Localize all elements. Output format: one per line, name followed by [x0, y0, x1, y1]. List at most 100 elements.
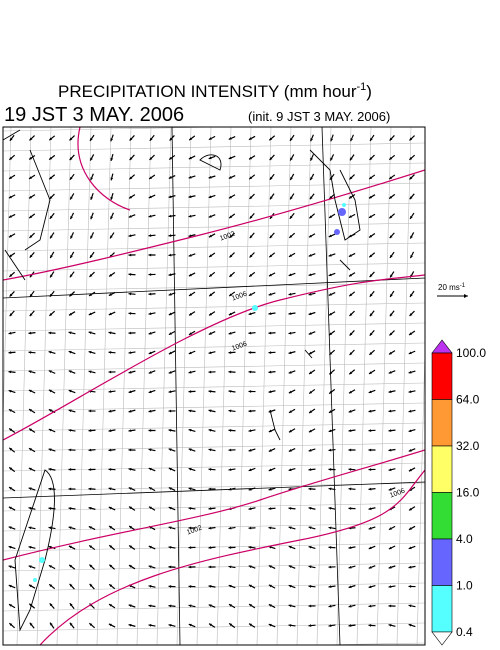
- wind-arrowhead: [69, 564, 73, 568]
- wind-arrowhead: [369, 274, 373, 278]
- wind-arrowhead: [369, 293, 373, 297]
- wind-arrowhead: [148, 623, 152, 627]
- wind-arrowhead: [48, 350, 52, 354]
- wind-arrowhead: [408, 409, 412, 413]
- wind-arrowhead: [89, 545, 93, 549]
- precip-patch: [338, 208, 346, 216]
- wind-arrowhead: [148, 584, 152, 588]
- wind-arrowhead: [270, 196, 273, 200]
- wind-arrowhead: [149, 137, 153, 141]
- wind-arrowhead: [88, 487, 92, 491]
- wind-arrowhead: [289, 137, 293, 141]
- wind-arrowhead: [229, 235, 233, 238]
- wind-arrowhead: [28, 331, 32, 335]
- wind-arrowhead: [208, 214, 212, 218]
- grid-line: [303, 642, 425, 645]
- wind-arrowhead: [168, 332, 172, 335]
- wind-arrowhead: [168, 467, 172, 471]
- wind-arrowhead: [8, 545, 12, 549]
- wind-arrowhead: [408, 565, 412, 569]
- wind-arrowhead: [409, 157, 413, 160]
- wind-arrowhead: [168, 487, 172, 490]
- grid-line: [3, 242, 425, 252]
- grid-line: [196, 127, 212, 645]
- wind-arrowhead: [389, 254, 393, 258]
- isobar: [3, 449, 425, 561]
- wind-arrowhead: [248, 584, 252, 588]
- wind-arrowhead: [248, 507, 252, 511]
- wind-arrowhead: [168, 390, 172, 394]
- wind-arrowhead: [389, 176, 393, 180]
- wind-arrowhead: [268, 273, 272, 277]
- wind-arrowhead: [288, 331, 292, 335]
- precip-patch: [342, 203, 346, 207]
- wind-arrowhead: [188, 273, 192, 277]
- precip-patch: [334, 229, 340, 235]
- wind-arrowhead: [330, 138, 334, 142]
- grid-line: [3, 202, 425, 212]
- wind-arrowhead: [29, 235, 33, 238]
- wind-arrowhead: [68, 370, 72, 374]
- wind-arrowhead: [369, 176, 373, 180]
- wind-arrowhead: [88, 331, 92, 335]
- wind-arrowhead: [168, 234, 172, 238]
- wind-arrowhead: [389, 156, 393, 160]
- wind-arrowhead: [68, 545, 72, 549]
- grid-line: [3, 522, 425, 532]
- wind-arrowhead: [408, 623, 412, 627]
- wind-arrowhead: [369, 157, 373, 160]
- wind-arrowhead: [288, 565, 292, 569]
- wind-arrowhead: [89, 254, 93, 258]
- wind-arrowhead: [389, 215, 393, 219]
- wind-arrowhead: [168, 545, 172, 549]
- wind-arrowhead: [90, 157, 93, 161]
- wind-arrowhead: [308, 273, 312, 277]
- wind-arrowhead: [148, 467, 152, 471]
- wind-arrowhead: [188, 506, 192, 510]
- wind-arrowhead: [368, 448, 372, 452]
- wind-arrowhead: [188, 585, 192, 588]
- wind-arrowhead: [228, 584, 232, 588]
- grid-line: [3, 322, 425, 332]
- isobar: [39, 469, 425, 645]
- wind-arrowhead: [168, 526, 172, 530]
- wind-arrowhead: [29, 313, 33, 317]
- wind-arrowhead: [108, 429, 112, 433]
- wind-arrowhead: [328, 624, 332, 628]
- wind-arrowhead: [29, 409, 33, 412]
- wind-arrowhead: [29, 137, 33, 141]
- wind-arrowhead: [288, 623, 292, 627]
- wind-arrowhead: [90, 177, 93, 181]
- wind-arrowhead: [128, 604, 132, 608]
- wind-arrowhead: [228, 137, 232, 140]
- coastline: [269, 409, 281, 441]
- wind-arrowhead: [68, 506, 72, 510]
- wind-arrowhead: [8, 604, 12, 607]
- wind-arrowhead: [8, 526, 12, 530]
- wind-arrowhead: [369, 352, 373, 355]
- colorbar-segment: [431, 492, 453, 540]
- wind-arrowhead: [148, 370, 152, 374]
- wind-arrowhead: [389, 351, 393, 355]
- wind-arrowhead: [308, 565, 312, 569]
- wind-arrowhead: [208, 137, 212, 140]
- wind-arrowhead: [288, 292, 292, 296]
- wind-arrowhead: [188, 428, 192, 432]
- wind-arrowhead: [188, 253, 192, 257]
- wind-arrowhead: [349, 293, 353, 297]
- wind-arrowhead: [248, 312, 252, 316]
- wind-arrowhead: [49, 137, 53, 141]
- wind-arrowhead: [69, 583, 73, 587]
- wind-arrowhead: [408, 468, 412, 472]
- wind-arrowhead: [168, 370, 172, 374]
- wind-arrowhead: [368, 546, 372, 550]
- wind-arrowhead: [188, 546, 192, 549]
- isobar: [3, 169, 425, 281]
- wind-arrowhead: [28, 584, 32, 588]
- wind-arrowhead: [329, 351, 333, 355]
- precip-patch: [252, 305, 258, 311]
- wind-arrowhead: [368, 624, 372, 627]
- wind-arrowhead: [28, 448, 32, 451]
- wind-arrowhead: [328, 565, 332, 569]
- isobar: [3, 274, 425, 441]
